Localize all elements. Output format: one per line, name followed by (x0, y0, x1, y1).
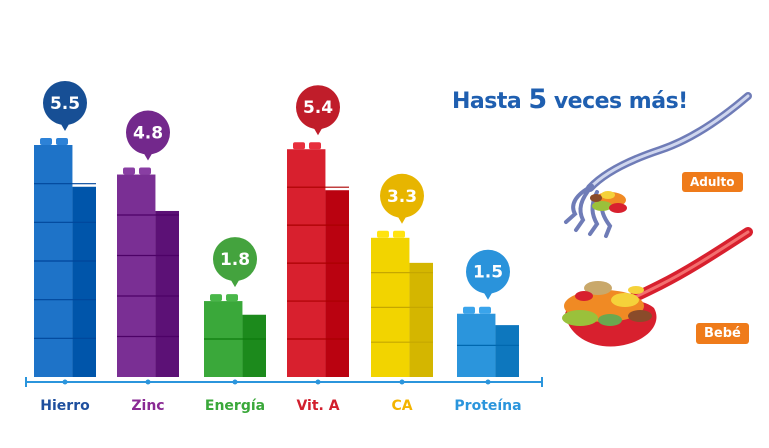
fork-icon (564, 92, 752, 238)
bar-hierro (34, 138, 96, 377)
bar-energa (204, 294, 266, 377)
bar-vita (287, 142, 349, 377)
headline-suffix: veces más! (546, 89, 688, 114)
tick-4 (315, 379, 321, 385)
adulto-tag: Adulto (682, 172, 743, 192)
tick-3 (232, 379, 238, 385)
headline: Hasta 5 veces más! (452, 84, 688, 115)
bar-protena (457, 306, 519, 377)
category-label-4: Vit. A (296, 398, 339, 414)
value-bubble-3: 1.8 (213, 237, 257, 288)
value-bubble-2: 4.8 (126, 110, 170, 161)
value-label-6: 1.5 (473, 263, 503, 283)
category-label-2: Zinc (131, 398, 164, 414)
category-label-3: Energía (205, 398, 265, 414)
value-label-5: 3.3 (387, 187, 417, 207)
category-labels: Hierro Zinc Energía Vit. A CA Proteína (40, 398, 521, 414)
tick-1 (62, 379, 68, 385)
headline-number: 5 (528, 84, 547, 115)
category-label-6: Proteína (454, 398, 521, 414)
bar-zinc (117, 167, 179, 377)
spoon-icon (562, 227, 753, 347)
headline-prefix: Hasta (452, 89, 529, 114)
value-label-1: 5.5 (50, 94, 80, 114)
value-bubble-4: 5.4 (296, 85, 340, 136)
value-bubble-1: 5.5 (43, 81, 87, 131)
tick-2 (145, 379, 151, 385)
bars-layer: 5.5 4.8 1.8 5.4 3.3 1.5 (34, 81, 519, 377)
value-label-3: 1.8 (220, 250, 250, 270)
bar-ca (371, 230, 433, 377)
tick-5 (399, 379, 405, 385)
category-label-5: CA (391, 398, 412, 414)
axis-ticks (25, 377, 543, 387)
value-bubble-5: 3.3 (380, 173, 424, 224)
tick-6 (485, 379, 491, 385)
category-label-1: Hierro (40, 398, 90, 414)
value-label-2: 4.8 (133, 124, 163, 144)
value-label-4: 5.4 (303, 98, 333, 118)
value-bubble-6: 1.5 (466, 249, 510, 300)
bebe-tag: Bebé (696, 323, 749, 344)
